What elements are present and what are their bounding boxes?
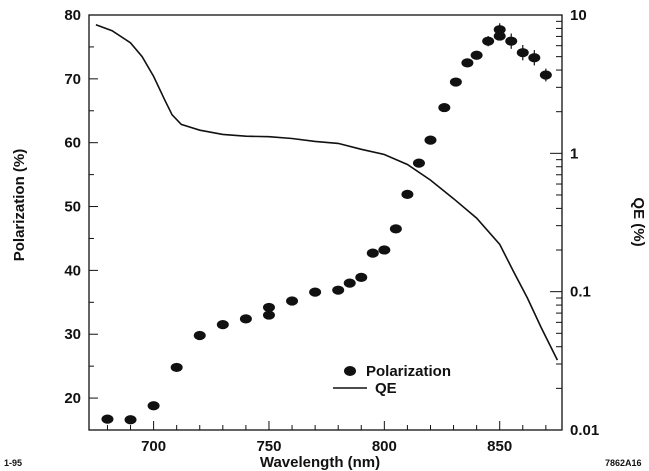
y2-axis-label: QE (%) <box>630 197 647 246</box>
point-marker <box>389 224 402 234</box>
point-marker <box>461 58 474 68</box>
point-marker <box>424 135 437 145</box>
point-marker <box>516 48 529 58</box>
point-marker <box>262 310 275 320</box>
qe-series <box>95 24 559 361</box>
point-marker <box>355 272 368 283</box>
polarization-point <box>286 296 299 306</box>
point-marker <box>366 248 379 258</box>
y-axis-label: Polarization (%) <box>11 149 28 262</box>
polarization-point <box>262 302 275 313</box>
x-tick-label: 800 <box>372 438 397 455</box>
polarization-point <box>216 320 229 330</box>
polarization-point <box>482 36 495 47</box>
y2-tick-label: 10 <box>570 7 587 24</box>
point-marker <box>449 77 462 87</box>
point-marker <box>332 285 345 295</box>
point-marker <box>309 287 322 297</box>
axis-ticks: 700 750 800 850 20 30 40 50 60 70 80 0.01 0.1 1 10 <box>64 7 599 455</box>
polarization-point <box>470 50 483 60</box>
legend: Polarization QE <box>333 363 451 397</box>
point-marker <box>147 401 160 411</box>
corner-label-left: 1-95 <box>4 458 22 468</box>
point-marker <box>343 278 356 288</box>
y2-tick-label: 0.01 <box>570 422 599 439</box>
polarization-point <box>262 310 275 320</box>
y2-tick-label: 1 <box>570 145 578 162</box>
polarization-point <box>332 285 345 295</box>
y-tick-label: 30 <box>64 326 81 343</box>
polarization-point <box>355 272 368 283</box>
point-marker <box>101 414 114 424</box>
y2-tick-label: 0.1 <box>570 284 591 301</box>
point-marker <box>493 31 506 41</box>
polarization-point <box>461 58 474 68</box>
polarization-point <box>309 287 322 297</box>
polarization-point <box>539 68 552 82</box>
point-marker <box>528 53 541 63</box>
point-marker <box>401 189 414 200</box>
point-marker <box>262 302 275 313</box>
polarization-point <box>378 245 391 255</box>
polarization-point <box>493 31 506 41</box>
corner-label-right: 7862A16 <box>605 458 642 468</box>
legend-label-polarization: Polarization <box>366 363 451 380</box>
y-tick-label: 60 <box>64 135 81 152</box>
y-tick-label: 50 <box>64 199 81 216</box>
polarization-point <box>438 102 451 113</box>
polarization-series <box>101 23 552 425</box>
point-marker <box>539 70 552 80</box>
x-tick-label: 750 <box>256 438 281 455</box>
y-tick-label: 20 <box>64 390 81 407</box>
polarization-point <box>366 248 379 258</box>
point-marker <box>124 415 137 425</box>
point-marker <box>216 320 229 330</box>
point-marker <box>193 330 206 341</box>
legend-label-qe: QE <box>375 380 397 397</box>
point-marker <box>505 36 518 46</box>
y-tick-label: 40 <box>64 262 81 279</box>
polarization-point <box>170 362 183 373</box>
point-marker <box>493 25 506 35</box>
polarization-point <box>528 50 541 66</box>
x-tick-label: 700 <box>141 438 166 455</box>
polarization-point <box>505 33 518 49</box>
point-marker <box>438 102 451 113</box>
polarization-point <box>343 278 356 288</box>
polarization-point <box>101 414 114 424</box>
polarization-point <box>193 330 206 341</box>
point-marker <box>482 36 495 46</box>
point-marker <box>286 296 299 306</box>
polarization-point <box>449 77 462 87</box>
y-tick-label: 80 <box>64 7 81 24</box>
x-axis-label: Wavelength (nm) <box>260 454 380 471</box>
plot-frame <box>88 14 563 431</box>
legend-marker-polarization <box>344 366 356 376</box>
polarization-point <box>412 158 425 168</box>
y-tick-label: 70 <box>64 71 81 88</box>
point-marker <box>412 158 425 168</box>
polarization-point <box>239 314 252 324</box>
x-tick-label: 850 <box>487 438 512 455</box>
point-marker <box>170 362 183 373</box>
polarization-point <box>516 45 529 61</box>
qe-line <box>95 24 559 361</box>
polarization-point <box>124 415 137 425</box>
polarization-point <box>401 189 414 200</box>
polarization-point <box>147 401 160 411</box>
polarization-point <box>389 224 402 234</box>
point-marker <box>378 245 391 255</box>
point-marker <box>470 50 483 60</box>
point-marker <box>239 314 252 324</box>
polarization-point <box>424 135 437 145</box>
